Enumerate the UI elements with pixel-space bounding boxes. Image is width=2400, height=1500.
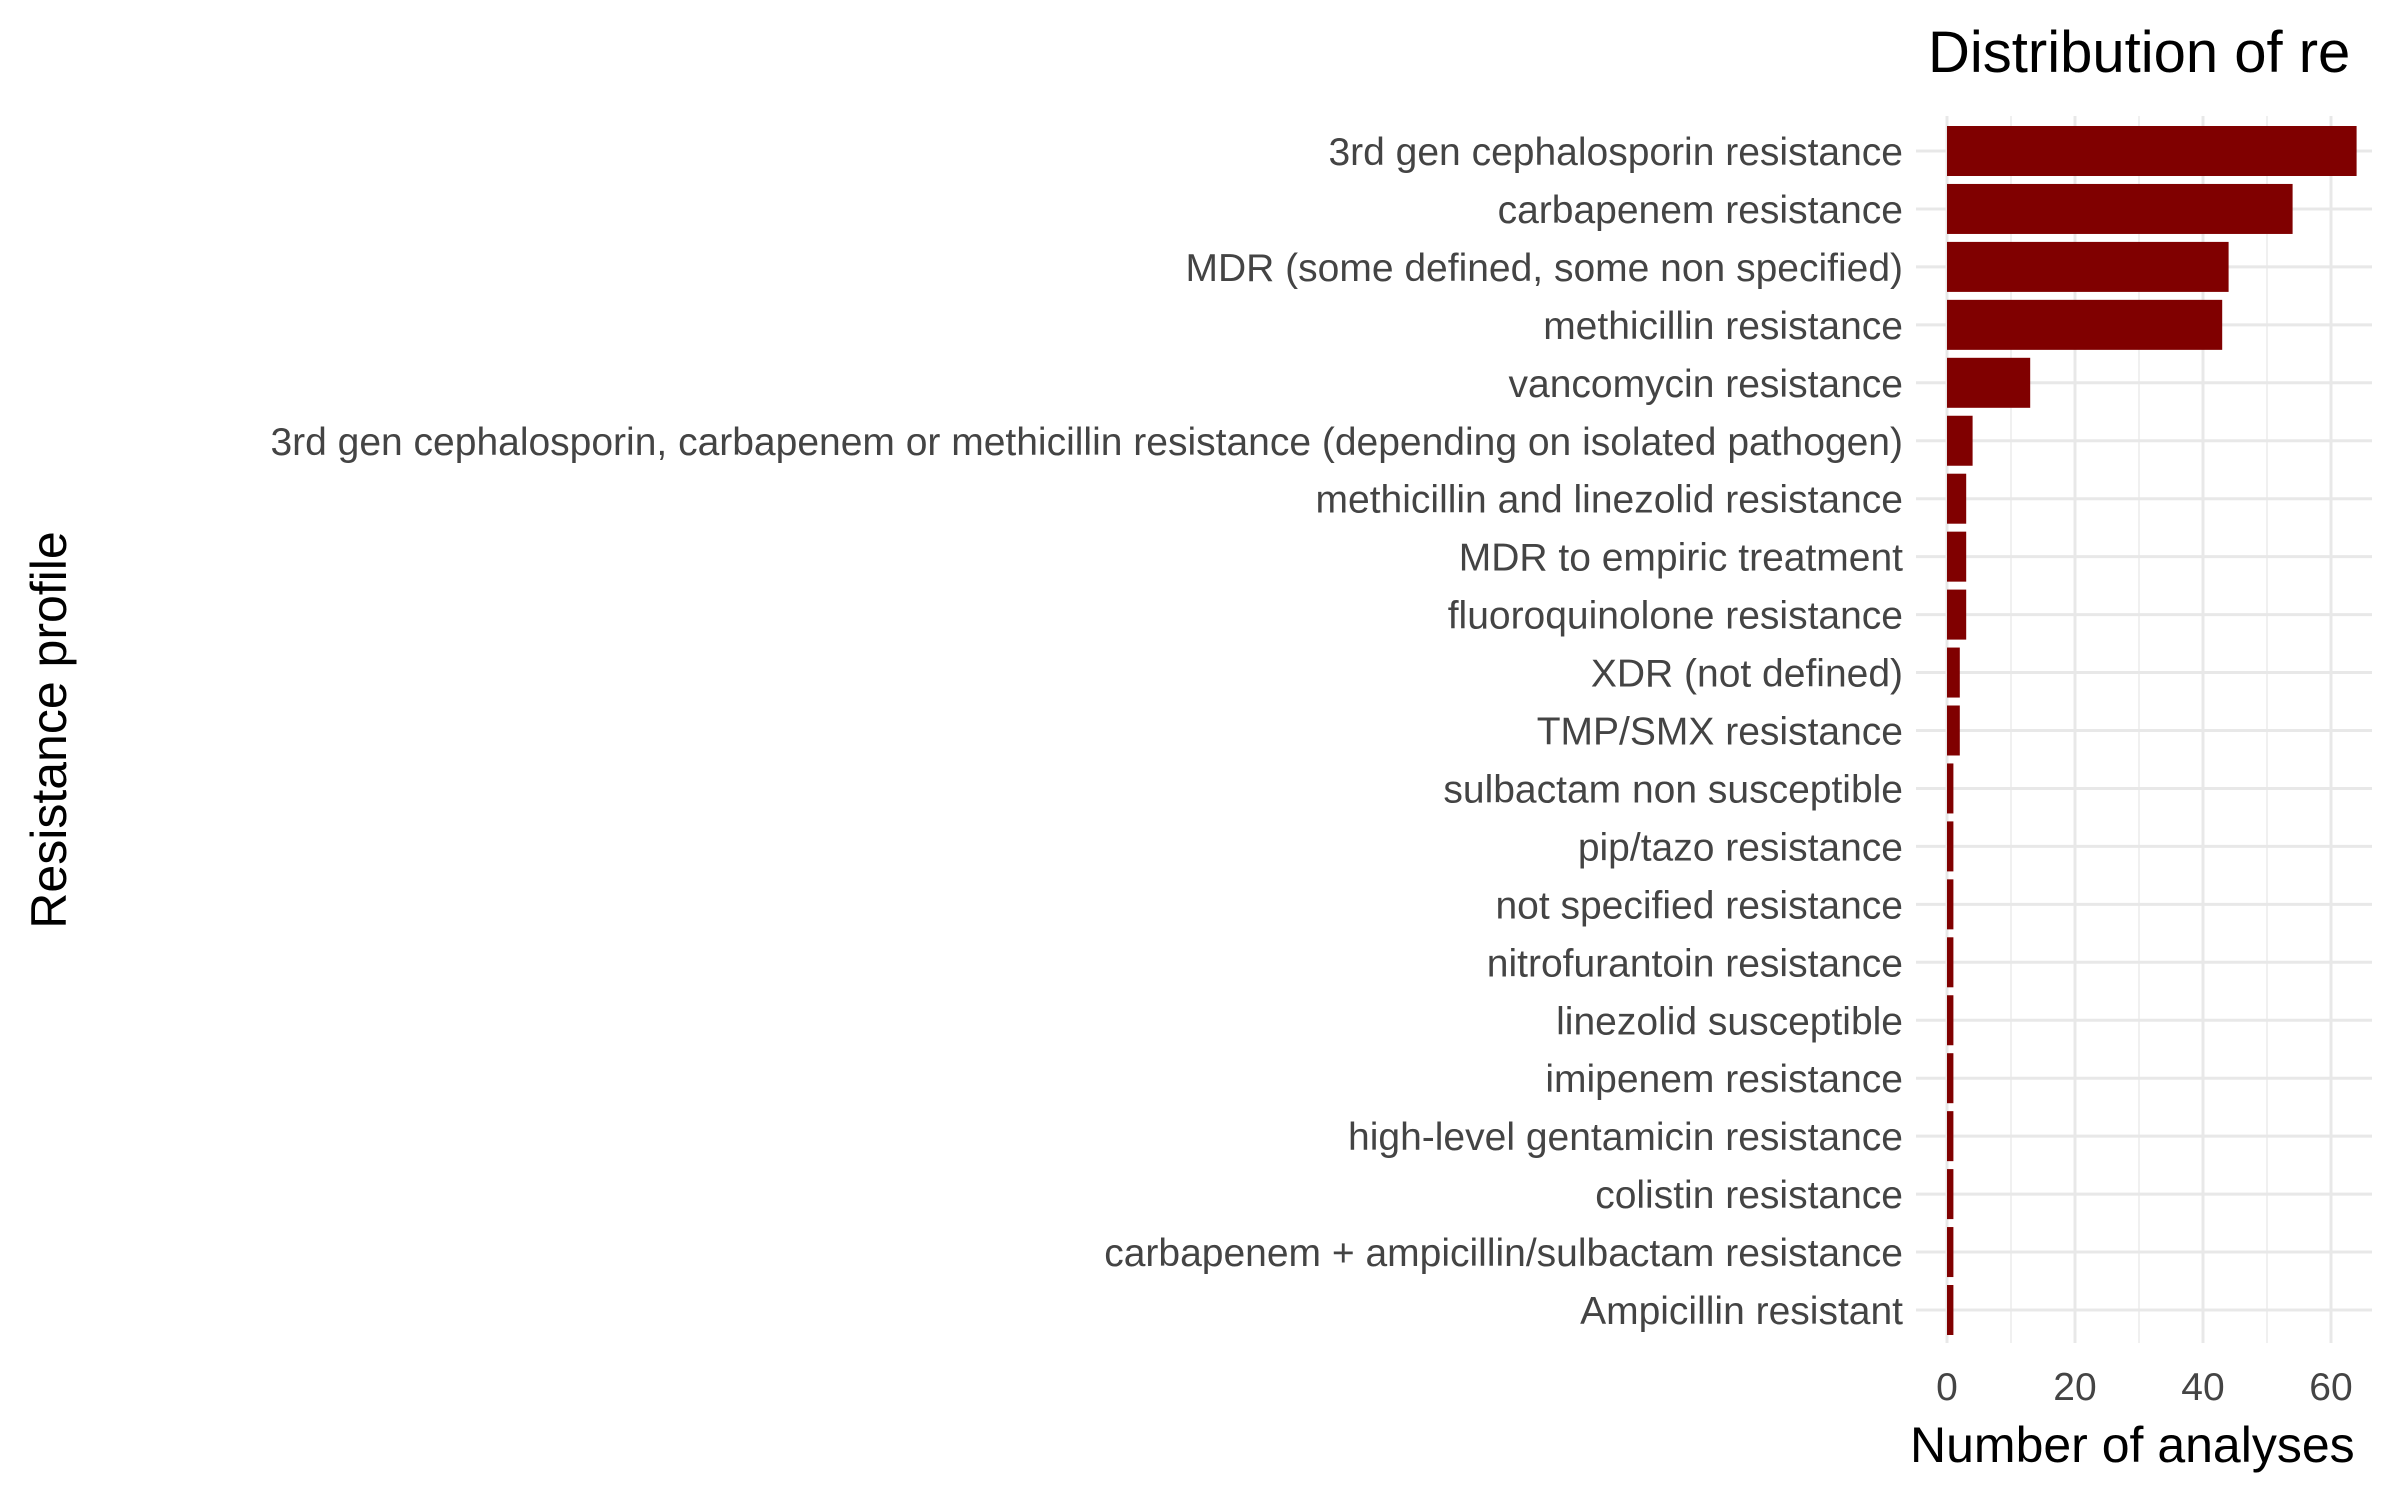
category-label: MDR (some defined, some non specified) (1186, 247, 1903, 290)
category-label: 3rd gen cephalosporin, carbapenem or met… (270, 421, 1903, 464)
category-labels: 3rd gen cephalosporin resistance carbapen… (270, 131, 1903, 1333)
category-label: carbapenem + ampicillin/sulbactam resist… (1104, 1232, 1903, 1275)
bar (1947, 183, 2293, 234)
category-label: 3rd gen cephalosporin resistance (1328, 131, 1903, 174)
category-label: not specified resistance (1495, 884, 1903, 927)
bar (1947, 1111, 1954, 1162)
bar (1947, 821, 1954, 872)
bar (1947, 531, 1967, 582)
bar (1947, 473, 1967, 524)
x-tick-labels: 0 20 40 60 (1936, 1366, 2353, 1409)
x-axis-title: Number of analyses (1910, 1417, 2355, 1473)
bar (1947, 705, 1960, 756)
bar (1947, 1053, 1954, 1104)
bar (1947, 1169, 1954, 1220)
bars-layer (1947, 126, 2357, 1335)
category-label: MDR to empiric treatment (1459, 537, 1903, 580)
bar (1947, 1227, 1954, 1278)
category-label: colistin resistance (1595, 1174, 1903, 1217)
category-label: fluoroquinolone resistance (1448, 595, 1903, 638)
category-label: vancomycin resistance (1509, 363, 1904, 406)
chart-title: Distribution of re (1928, 20, 2350, 85)
bar (1947, 937, 1954, 988)
y-axis-title: Resistance profile (21, 531, 77, 928)
bar (1947, 1285, 1954, 1335)
category-label: methicillin and linezolid resistance (1316, 479, 1903, 522)
category-label: methicillin resistance (1543, 305, 1903, 348)
bar (1947, 126, 2357, 176)
category-label: high-level gentamicin resistance (1348, 1116, 1903, 1159)
category-label: XDR (not defined) (1591, 653, 1903, 696)
category-label: imipenem resistance (1545, 1058, 1903, 1101)
category-label: nitrofurantoin resistance (1487, 942, 1903, 985)
category-label: sulbactam non susceptible (1443, 768, 1903, 811)
category-label: pip/tazo resistance (1578, 826, 1903, 869)
category-label: linezolid susceptible (1556, 1000, 1903, 1043)
x-tick-label: 20 (2053, 1366, 2096, 1409)
bar (1947, 357, 2031, 408)
x-tick-label: 0 (1936, 1366, 1958, 1409)
bar (1947, 589, 1967, 640)
bar (1947, 763, 1954, 814)
bar (1947, 995, 1954, 1046)
bar (1947, 241, 2229, 292)
x-tick-label: 40 (2181, 1366, 2224, 1409)
category-label: TMP/SMX resistance (1537, 711, 1903, 754)
bar (1947, 299, 2223, 350)
bar (1947, 647, 1960, 698)
x-tick-label: 60 (2309, 1366, 2352, 1409)
category-label: Ampicillin resistant (1580, 1290, 1903, 1333)
bar (1947, 415, 1973, 466)
category-label: carbapenem resistance (1498, 189, 1903, 232)
bar (1947, 879, 1954, 930)
